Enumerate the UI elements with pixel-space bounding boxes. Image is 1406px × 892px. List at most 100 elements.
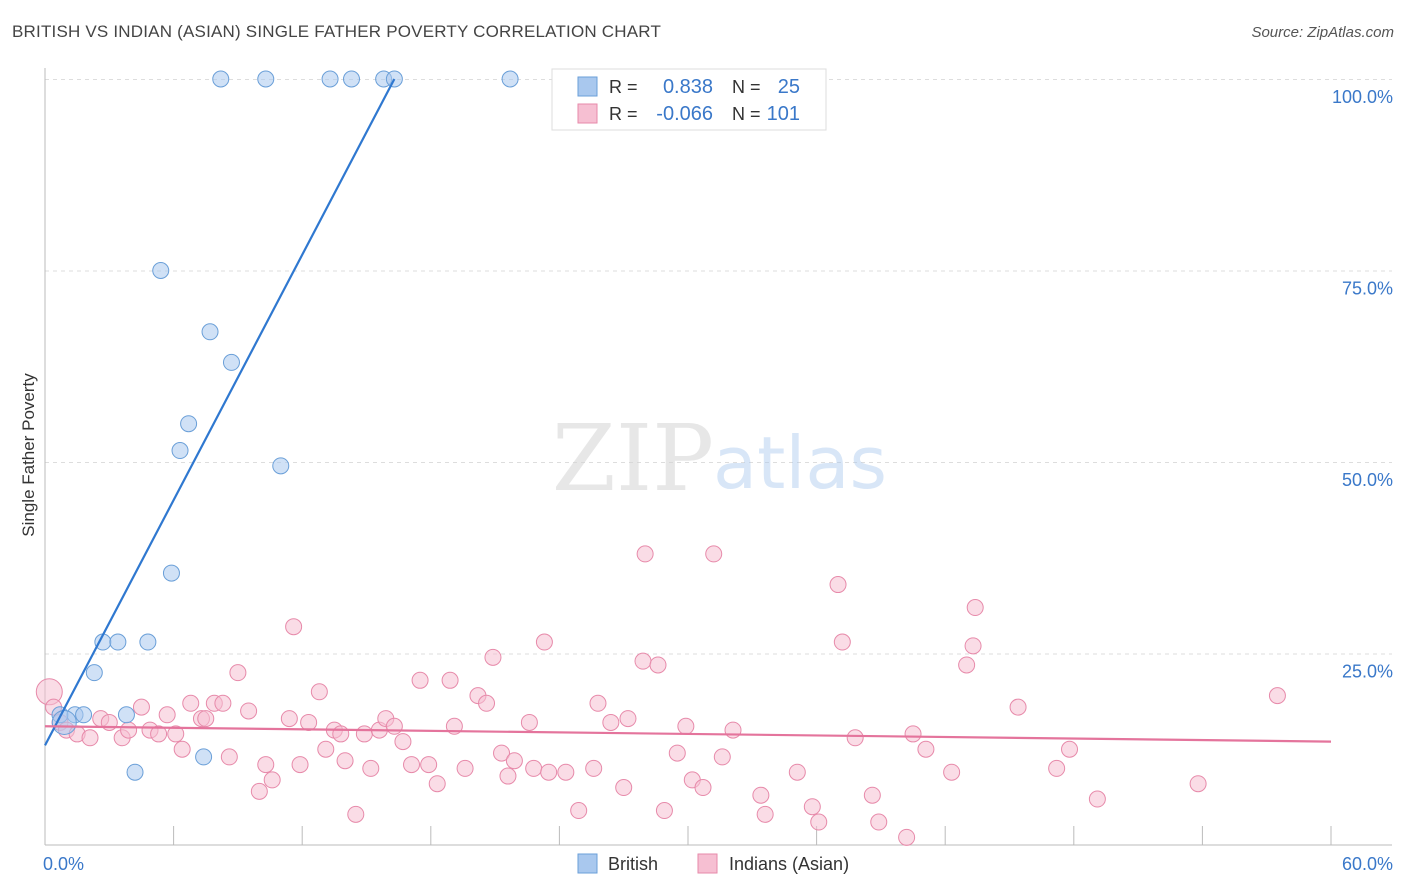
indian-point bbox=[280, 710, 298, 728]
indian-point bbox=[898, 828, 916, 846]
indian-point bbox=[428, 775, 446, 793]
indian-point bbox=[964, 637, 982, 655]
indian-point bbox=[132, 698, 150, 716]
british-point bbox=[139, 633, 157, 651]
trendlines bbox=[44, 78, 1332, 746]
british-point bbox=[180, 415, 198, 433]
british-point bbox=[75, 706, 93, 724]
legend-r-value-indian: -0.066 bbox=[656, 103, 713, 125]
bottom-legend-swatch-british bbox=[577, 853, 598, 874]
y-tick-label: 75.0% bbox=[1342, 279, 1393, 299]
indian-point bbox=[484, 648, 502, 666]
british-point bbox=[126, 763, 144, 781]
indian-point bbox=[1189, 775, 1207, 793]
indian-point bbox=[81, 729, 99, 747]
legend-box-frame bbox=[551, 68, 827, 131]
indian-point bbox=[966, 599, 984, 617]
y-tick-label: 50.0% bbox=[1342, 470, 1393, 490]
chart-title: BRITISH VS INDIAN (ASIAN) SINGLE FATHER … bbox=[12, 22, 662, 41]
x-tick-label: 60.0% bbox=[1342, 854, 1393, 874]
indian-point bbox=[917, 740, 935, 758]
gridlines bbox=[45, 79, 1392, 655]
british-point bbox=[222, 353, 240, 371]
legend-r-value-british: 0.838 bbox=[663, 76, 713, 98]
indian-point bbox=[520, 713, 538, 731]
bottom-legend-label-indian: Indians (Asian) bbox=[729, 854, 849, 874]
x-tick-label: 0.0% bbox=[43, 854, 84, 874]
indian-point bbox=[478, 694, 496, 712]
y-axis-label: Single Father Poverty bbox=[19, 373, 38, 537]
indian-point bbox=[1048, 759, 1066, 777]
indian-point bbox=[1268, 687, 1286, 705]
indian-point bbox=[525, 759, 543, 777]
indian-point bbox=[803, 798, 821, 816]
indian-point bbox=[441, 671, 459, 689]
indian-point bbox=[285, 618, 303, 636]
indian-point bbox=[619, 710, 637, 728]
y-tick-labels: 25.0% 50.0% 75.0% 100.0% bbox=[1332, 87, 1393, 682]
indian-point bbox=[649, 656, 667, 674]
watermark-zip: ZIP bbox=[552, 405, 714, 512]
indian-point bbox=[863, 786, 881, 804]
indian-point bbox=[540, 763, 558, 781]
chart-source: Source: ZipAtlas.com bbox=[1251, 24, 1394, 41]
indian-point bbox=[456, 759, 474, 777]
british-point bbox=[152, 262, 170, 279]
indian-point bbox=[705, 545, 723, 563]
british-point bbox=[342, 70, 360, 88]
legend-n-label-british: N = bbox=[732, 77, 761, 97]
indian-point bbox=[585, 759, 603, 777]
indian-point bbox=[420, 756, 438, 774]
bottom-legend-label-british: British bbox=[608, 854, 658, 874]
indian-point bbox=[634, 652, 652, 670]
indian-point bbox=[317, 740, 335, 758]
trendline-british bbox=[44, 78, 396, 746]
british-point bbox=[162, 564, 180, 582]
legend-swatch-indian bbox=[577, 103, 598, 124]
indian-point bbox=[602, 713, 620, 731]
indian-point bbox=[505, 752, 523, 770]
indian-point bbox=[636, 545, 654, 563]
indian-point bbox=[535, 633, 553, 651]
indian-point bbox=[173, 740, 191, 758]
legend-n-value-indian: 101 bbox=[767, 103, 800, 125]
indian-point bbox=[493, 744, 511, 762]
indian-point bbox=[694, 779, 712, 797]
indian-point bbox=[846, 729, 864, 747]
british-point bbox=[117, 706, 135, 724]
series-british-points bbox=[51, 70, 519, 781]
indian-point bbox=[411, 671, 429, 689]
trendline-indian bbox=[44, 725, 1332, 743]
x-tick-labels: 0.0% 60.0% bbox=[43, 854, 1393, 874]
indian-point bbox=[870, 813, 888, 831]
indian-point bbox=[220, 748, 238, 766]
british-point bbox=[109, 633, 127, 651]
indian-point bbox=[829, 576, 847, 594]
indian-point bbox=[943, 763, 961, 781]
indian-point bbox=[197, 710, 215, 728]
indian-point bbox=[182, 694, 200, 712]
indian-point bbox=[310, 683, 328, 701]
indian-point bbox=[120, 721, 138, 739]
indian-point bbox=[589, 694, 607, 712]
indian-point bbox=[615, 779, 633, 797]
indian-point bbox=[150, 725, 168, 743]
indian-point bbox=[403, 756, 421, 774]
british-point bbox=[257, 70, 275, 88]
bottom-legend-swatch-indian bbox=[697, 853, 718, 874]
indian-point bbox=[788, 763, 806, 781]
indian-point bbox=[570, 802, 588, 820]
axes bbox=[44, 68, 1392, 846]
y-tick-label: 100.0% bbox=[1332, 87, 1393, 107]
british-point bbox=[171, 442, 189, 460]
indian-point bbox=[724, 721, 742, 739]
indian-point bbox=[1088, 790, 1106, 808]
indian-point bbox=[1009, 698, 1027, 716]
indian-point bbox=[756, 805, 774, 823]
legend-r-label-british: R = bbox=[609, 77, 638, 97]
indian-point bbox=[336, 752, 354, 770]
indian-point bbox=[167, 725, 185, 743]
indian-point bbox=[810, 813, 828, 831]
indian-point bbox=[394, 733, 412, 751]
